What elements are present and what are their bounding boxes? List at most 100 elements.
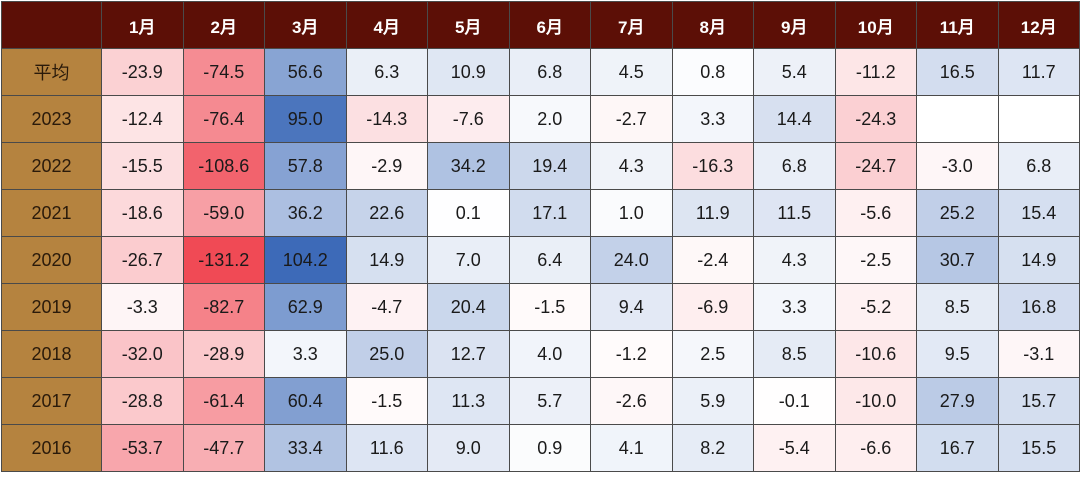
value-cell: -10.6 <box>834 330 917 378</box>
value-cell: -3.0 <box>916 142 999 190</box>
heatmap-row: 2017 -28.8 -61.4 60.4 -1.5 11.3 5.7 -2.6 5.9 -0.1… <box>1 377 1080 425</box>
value-cell: -74.5 <box>182 48 265 96</box>
value-cell: -23.9 <box>101 48 184 96</box>
value-cell: 15.5 <box>997 424 1080 472</box>
value-cell: 3.3 <box>264 330 347 378</box>
value-cell: 8.5 <box>753 330 836 378</box>
value-cell: 4.3 <box>590 142 673 190</box>
row-label: 平均 <box>1 48 102 96</box>
value-cell: 14.9 <box>345 236 428 284</box>
value-cell: 11.5 <box>753 189 836 237</box>
value-cell: -28.9 <box>182 330 265 378</box>
value-cell: -10.0 <box>834 377 917 425</box>
value-cell: 6.3 <box>345 48 428 96</box>
value-cell: 95.0 <box>264 95 347 143</box>
column-header: 7月 <box>590 1 673 49</box>
value-cell: -12.4 <box>101 95 184 143</box>
value-cell: 3.3 <box>671 95 754 143</box>
value-cell: 36.2 <box>264 189 347 237</box>
value-cell: 10.9 <box>427 48 510 96</box>
value-cell: 1.0 <box>590 189 673 237</box>
value-cell: -11.2 <box>834 48 917 96</box>
value-cell: 57.8 <box>264 142 347 190</box>
value-cell: 2.0 <box>508 95 591 143</box>
value-cell: -1.5 <box>508 283 591 331</box>
value-cell: -5.6 <box>834 189 917 237</box>
value-cell: -16.3 <box>671 142 754 190</box>
column-header: 6月 <box>508 1 591 49</box>
value-cell: -0.1 <box>753 377 836 425</box>
value-cell: -3.3 <box>101 283 184 331</box>
value-cell: -14.3 <box>345 95 428 143</box>
column-header: 8月 <box>671 1 754 49</box>
value-cell: -3.1 <box>997 330 1080 378</box>
value-cell: 15.7 <box>997 377 1080 425</box>
value-cell: 4.0 <box>508 330 591 378</box>
value-cell: -2.6 <box>590 377 673 425</box>
row-label: 2021 <box>1 189 102 237</box>
column-header: 12月 <box>997 1 1080 49</box>
value-cell: -82.7 <box>182 283 265 331</box>
value-cell: 16.5 <box>916 48 999 96</box>
value-cell: -1.5 <box>345 377 428 425</box>
value-cell: 7.0 <box>427 236 510 284</box>
value-cell: -26.7 <box>101 236 184 284</box>
value-cell: 22.6 <box>345 189 428 237</box>
row-label: 2016 <box>1 424 102 472</box>
value-cell: 19.4 <box>508 142 591 190</box>
value-cell: 16.7 <box>916 424 999 472</box>
value-cell: 11.7 <box>997 48 1080 96</box>
value-cell: 8.5 <box>916 283 999 331</box>
value-cell: 6.8 <box>753 142 836 190</box>
column-header: 3月 <box>264 1 347 49</box>
row-label: 2023 <box>1 95 102 143</box>
value-cell: 4.1 <box>590 424 673 472</box>
row-label: 2022 <box>1 142 102 190</box>
heatmap-row: 2019 -3.3 -82.7 62.9 -4.7 20.4 -1.5 9.4 -6.9 3.3-… <box>1 283 1080 331</box>
value-cell: 11.6 <box>345 424 428 472</box>
row-label: 2018 <box>1 330 102 378</box>
value-cell: 60.4 <box>264 377 347 425</box>
value-cell: -53.7 <box>101 424 184 472</box>
value-cell: 9.0 <box>427 424 510 472</box>
value-cell: 9.4 <box>590 283 673 331</box>
value-cell: -2.4 <box>671 236 754 284</box>
value-cell: -5.2 <box>834 283 917 331</box>
value-cell: 4.3 <box>753 236 836 284</box>
value-cell: 8.2 <box>671 424 754 472</box>
value-cell: 2.5 <box>671 330 754 378</box>
value-cell: 6.4 <box>508 236 591 284</box>
empty-cell <box>916 95 999 143</box>
value-cell: 24.0 <box>590 236 673 284</box>
value-cell: -2.9 <box>345 142 428 190</box>
value-cell: 25.2 <box>916 189 999 237</box>
value-cell: -18.6 <box>101 189 184 237</box>
heatmap-table: 1月 2月 3月 4月 5月 6月 7月 8月 9月 10月 11月 12月 平均 -23.9 -74.5… <box>1 1 1080 472</box>
value-cell: 9.5 <box>916 330 999 378</box>
column-header: 5月 <box>427 1 510 49</box>
value-cell: 0.8 <box>671 48 754 96</box>
value-cell: 5.4 <box>753 48 836 96</box>
header-row: 1月 2月 3月 4月 5月 6月 7月 8月 9月 10月 11月 12月 <box>1 1 1080 49</box>
value-cell: 17.1 <box>508 189 591 237</box>
column-header: 4月 <box>345 1 428 49</box>
value-cell: -6.6 <box>834 424 917 472</box>
value-cell: 14.9 <box>997 236 1080 284</box>
value-cell: -32.0 <box>101 330 184 378</box>
value-cell: 0.1 <box>427 189 510 237</box>
value-cell: 6.8 <box>997 142 1080 190</box>
value-cell: 62.9 <box>264 283 347 331</box>
value-cell: -7.6 <box>427 95 510 143</box>
heatmap-row: 2016 -53.7 -47.7 33.4 11.6 9.0 0.9 4.1 8.2 -5.4 -6… <box>1 424 1080 472</box>
value-cell: -1.2 <box>590 330 673 378</box>
value-cell: 34.2 <box>427 142 510 190</box>
row-label: 2019 <box>1 283 102 331</box>
value-cell: -59.0 <box>182 189 265 237</box>
value-cell: 104.2 <box>264 236 347 284</box>
value-cell: 56.6 <box>264 48 347 96</box>
value-cell: 3.3 <box>753 283 836 331</box>
heatmap-row: 2023 -12.4 -76.4 95.0 -14.3 -7.6 2.0 -2.7 3.3 14.… <box>1 95 1080 143</box>
value-cell: -28.8 <box>101 377 184 425</box>
value-cell: 14.4 <box>753 95 836 143</box>
